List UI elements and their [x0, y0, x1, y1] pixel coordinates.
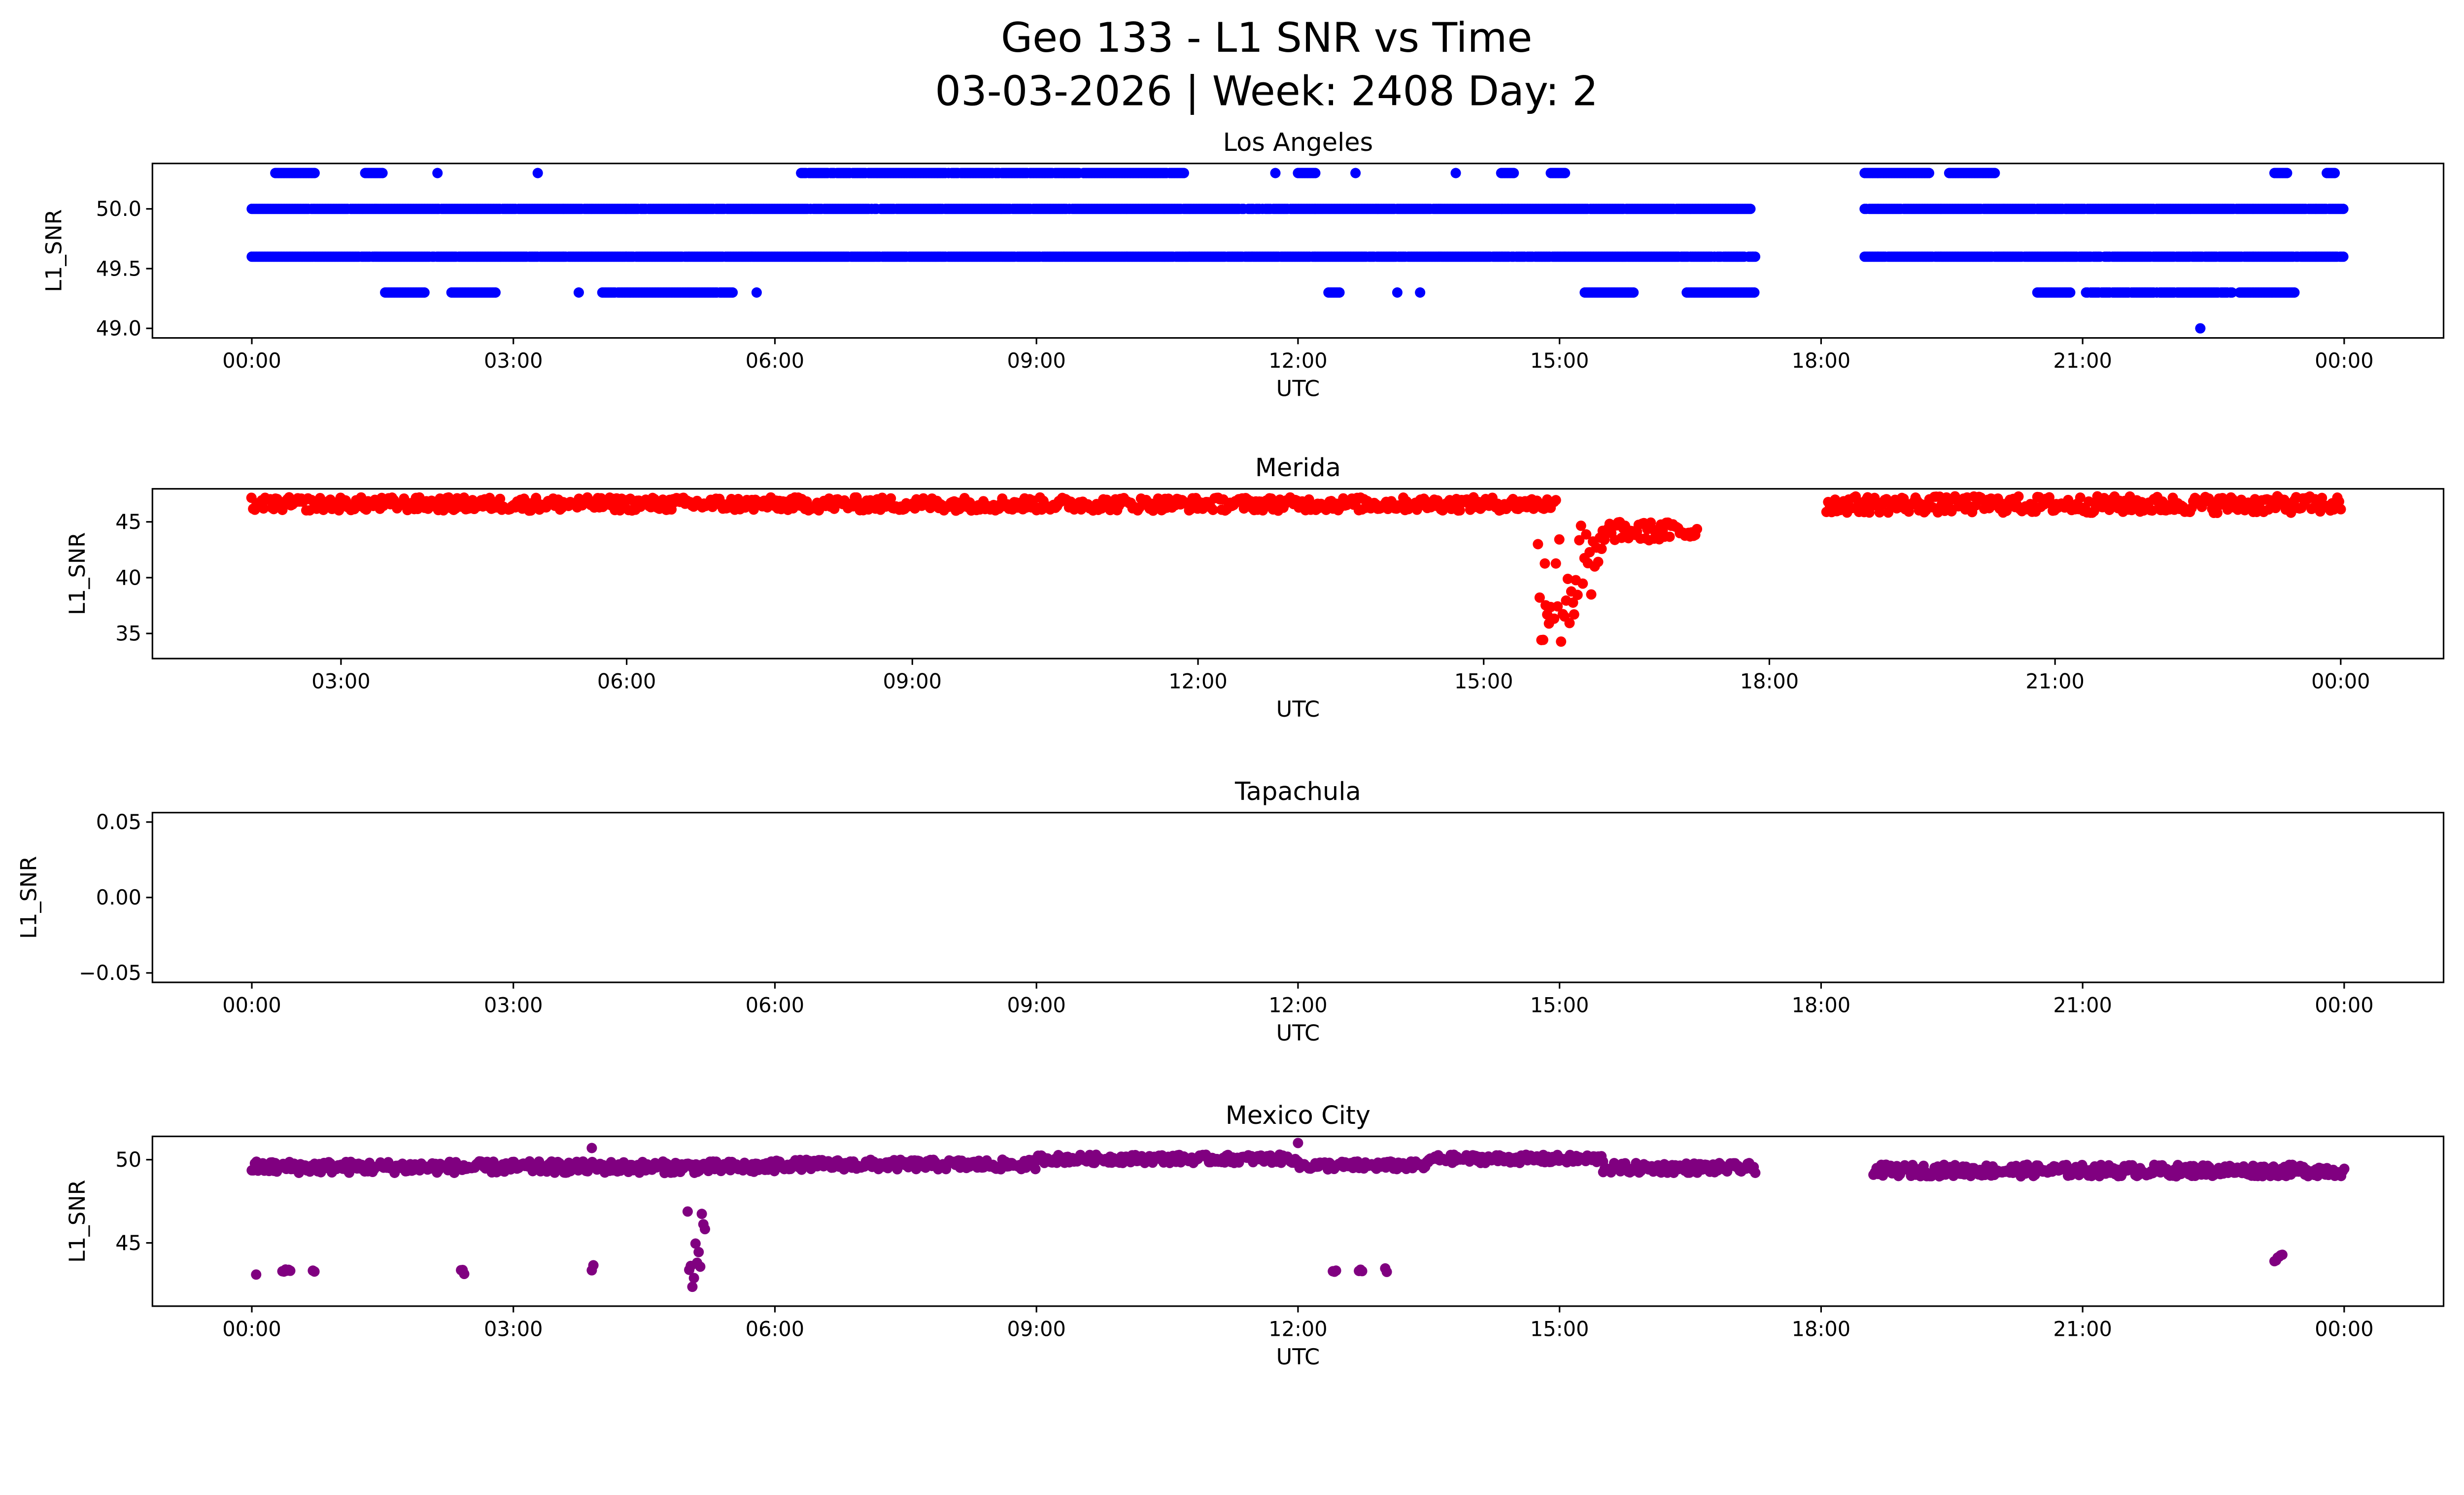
data-point — [1628, 287, 1639, 298]
subplot-title: Tapachula — [1234, 777, 1361, 806]
data-point — [1924, 168, 1935, 178]
data-point — [377, 168, 388, 178]
y-axis-label: L1_SNR — [41, 209, 67, 292]
data-point — [1540, 558, 1550, 569]
data-point — [2338, 251, 2349, 262]
y-tick-label: 45 — [115, 510, 141, 534]
x-tick-label: 03:00 — [484, 349, 543, 373]
data-point — [2335, 504, 2346, 515]
y-tick-label: −0.05 — [79, 961, 141, 985]
y-tick-label: 35 — [115, 622, 141, 645]
x-tick-label: 15:00 — [1530, 349, 1589, 373]
x-tick-label: 18:00 — [1792, 349, 1850, 373]
x-tick-label: 06:00 — [597, 670, 656, 694]
x-tick-label: 09:00 — [883, 670, 942, 694]
subplot-title: Merida — [1255, 453, 1341, 483]
data-point — [1989, 168, 2000, 178]
y-tick-label: 0.00 — [96, 886, 141, 909]
data-point — [419, 287, 430, 298]
x-tick-label: 09:00 — [1007, 349, 1065, 373]
data-point — [1270, 168, 1281, 178]
y-tick-label: 50.0 — [96, 197, 141, 221]
x-tick-label: 21:00 — [2025, 670, 2084, 694]
x-axis-label: UTC — [1276, 1020, 1320, 1046]
data-point — [2195, 323, 2206, 334]
data-point — [1554, 534, 1565, 545]
x-tick-label: 00:00 — [2315, 349, 2373, 373]
x-tick-label: 03:00 — [311, 670, 370, 694]
x-tick-label: 00:00 — [222, 994, 281, 1017]
data-point — [432, 168, 443, 178]
data-point — [1569, 609, 1579, 620]
figure-title: Geo 133 - L1 SNR vs Time — [1001, 14, 1532, 62]
data-point — [2338, 204, 2349, 214]
data-point — [1692, 523, 1703, 534]
data-point — [2013, 491, 2024, 502]
x-tick-label: 03:00 — [484, 994, 543, 1017]
y-axis-label: L1_SNR — [65, 532, 90, 615]
x-tick-label: 06:00 — [746, 994, 804, 1017]
data-point — [2329, 168, 2340, 178]
data-point — [2289, 287, 2300, 298]
x-tick-label: 21:00 — [2053, 349, 2112, 373]
data-point — [1550, 495, 1561, 506]
data-point — [1560, 168, 1571, 178]
data-point — [1556, 636, 1567, 647]
y-tick-label: 49.0 — [96, 317, 141, 341]
x-axis-label: UTC — [1276, 696, 1320, 722]
data-point — [1575, 521, 1586, 531]
y-tick-label: 40 — [115, 566, 141, 590]
data-point — [1350, 168, 1361, 178]
figure-subtitle: 03-03-2026 | Week: 2408 Day: 2 — [935, 68, 1598, 115]
data-points — [246, 168, 2349, 334]
x-axis-label: UTC — [1276, 376, 1320, 402]
data-point — [2065, 287, 2076, 298]
x-tick-label: 18:00 — [1740, 670, 1799, 694]
figure: Geo 133 - L1 SNR vs Time 03-03-2026 | We… — [16, 14, 2445, 1370]
data-point — [1749, 287, 1760, 298]
data-point — [1596, 543, 1607, 555]
data-point — [1577, 578, 1588, 589]
data-point — [1538, 634, 1548, 645]
data-point — [1310, 168, 1321, 178]
data-point — [532, 168, 543, 178]
data-point — [1450, 168, 1461, 178]
x-tick-label: 18:00 — [1792, 994, 1850, 1017]
x-tick-label: 12:00 — [1268, 994, 1327, 1017]
x-tick-label: 12:00 — [1268, 349, 1327, 373]
y-tick-label: 0.05 — [96, 810, 141, 834]
data-point — [1178, 168, 1189, 178]
data-point — [1745, 204, 1756, 214]
y-tick-label: 49.5 — [96, 257, 141, 280]
subplot-title: Los Angeles — [1223, 128, 1373, 157]
y-axis-label: L1_SNR — [16, 856, 41, 939]
data-point — [1392, 287, 1403, 298]
x-tick-label: 09:00 — [1007, 994, 1065, 1017]
data-point — [490, 287, 501, 298]
x-tick-label: 00:00 — [2315, 994, 2373, 1017]
x-tick-label: 21:00 — [2053, 994, 2112, 1017]
data-point — [573, 287, 584, 298]
data-point — [727, 287, 738, 298]
x-tick-label: 00:00 — [2311, 670, 2370, 694]
data-point — [1750, 251, 1761, 262]
data-point — [1593, 556, 1604, 567]
data-point — [1586, 589, 1597, 600]
x-tick-label: 06:00 — [746, 349, 804, 373]
x-tick-label: 12:00 — [1168, 670, 1227, 694]
data-point — [1334, 287, 1345, 298]
data-point — [309, 168, 320, 178]
x-tick-label: 15:00 — [1454, 670, 1513, 694]
data-point — [1572, 590, 1583, 600]
data-point — [1533, 539, 1543, 550]
x-tick-label: 15:00 — [1530, 994, 1589, 1017]
data-point — [1664, 531, 1675, 542]
x-tick-label: 00:00 — [222, 349, 281, 373]
data-point — [2282, 168, 2293, 178]
data-point — [1550, 558, 1561, 569]
data-point — [1508, 168, 1519, 178]
data-point — [751, 287, 762, 298]
data-point — [1415, 287, 1426, 298]
subplot-los-angeles: 00:00 03:00 06:00 09:00 12:00 15:00 18:00 21:00… — [41, 128, 2445, 402]
